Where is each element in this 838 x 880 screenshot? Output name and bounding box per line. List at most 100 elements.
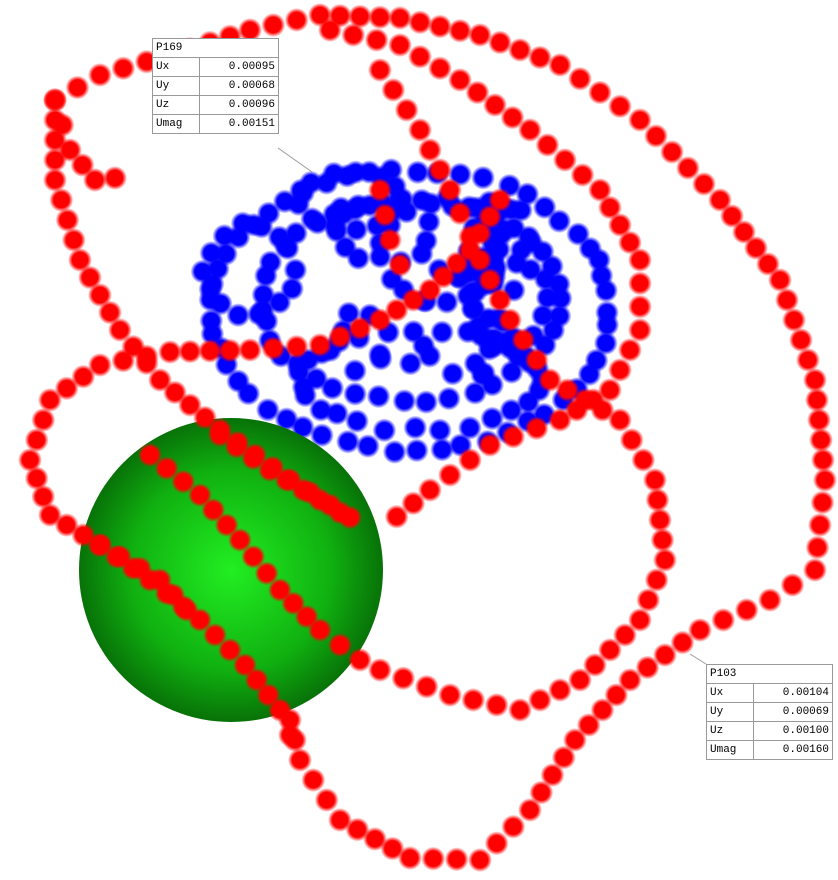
red-particle [68,248,92,272]
blue-particle [343,358,367,383]
red-particle [418,478,442,502]
probe-id: P103 [706,664,833,684]
probe-key: Umag [152,114,200,134]
red-particle [524,348,549,372]
red-particle [154,456,179,481]
red-particle [88,63,112,87]
red-particle [644,568,669,592]
red-particle [628,294,652,319]
probe-table: P169 Ux 0.00095 Uy 0.00068 Uz 0.00096 Umag 0… [152,38,279,134]
blue-particle [255,397,280,422]
blue-particle [275,236,300,261]
red-particle [618,338,642,362]
blue-particle [226,303,251,328]
red-particle [660,140,684,164]
blue-particles [190,157,620,464]
probe-value: 0.00096 [199,95,279,115]
red-particle [500,105,525,130]
blue-particle [460,296,485,321]
red-particle [448,18,472,43]
red-particle [461,688,486,712]
blue-particle [356,434,380,458]
blue-particle [417,344,442,368]
red-particle [384,504,409,529]
red-particle [128,556,152,581]
red-particle [88,353,112,377]
red-particle [468,23,492,47]
probe-value: 0.00069 [753,702,833,722]
red-particle [598,195,622,220]
blue-particle [249,214,274,239]
red-particle [108,544,132,569]
probe-key: Uz [152,95,200,115]
red-particle [241,446,266,471]
red-particle [808,513,832,537]
red-particle [218,338,242,363]
red-particle [590,398,615,422]
red-particle [636,588,661,612]
red-particle [538,368,562,392]
probe-value: 0.00160 [753,740,833,760]
red-particle [711,608,736,632]
red-particle [368,658,392,682]
probe-value: 0.00151 [199,114,279,134]
red-particle [103,166,127,190]
blue-particle [366,384,391,409]
red-particle [796,348,820,372]
red-particle [448,68,472,92]
red-particle [643,468,667,492]
red-particle [78,265,102,290]
blue-particle [436,386,461,411]
red-particle [134,344,159,369]
blue-particle [283,258,308,282]
red-particle [238,338,262,362]
probe-key: Uy [706,702,754,722]
blue-particle [343,381,368,406]
blue-particle [274,407,299,432]
red-particle [31,408,56,432]
red-particle [548,53,572,77]
red-particle [628,318,652,342]
blue-particle [430,437,455,462]
red-particle [398,846,422,870]
blue-particle [190,259,215,284]
red-particle [508,38,532,62]
red-particle [653,643,677,667]
red-particle [508,698,532,722]
blue-particle [321,161,346,186]
red-particle [308,618,332,642]
red-particle [203,623,227,647]
red-particle [555,378,580,402]
red-particle [645,488,670,512]
red-particle [644,124,668,148]
probe-key: Uy [152,76,200,96]
red-particle [438,178,462,202]
red-particle [414,674,439,699]
red-particle [535,133,560,157]
red-particle [653,548,677,572]
red-particle [43,108,67,132]
blue-particle [405,160,430,185]
red-particle [278,723,302,747]
red-particle [813,468,837,492]
probe-key: Ux [706,683,754,703]
red-particle [408,44,432,69]
blue-particle [404,438,429,463]
red-particle [670,630,695,655]
blue-particle [324,219,349,244]
red-particle [789,328,813,352]
red-particle [488,30,512,55]
red-particle [368,5,392,30]
red-particle [613,623,637,647]
red-particle [805,388,829,412]
red-particle [628,108,652,132]
red-particle [631,448,656,472]
red-particle [301,768,326,792]
red-particle [810,490,835,515]
blue-particle [267,290,292,315]
probe-value: 0.00068 [199,76,279,96]
red-particle [608,213,632,237]
red-particle [540,763,565,787]
blue-particle [430,320,455,345]
